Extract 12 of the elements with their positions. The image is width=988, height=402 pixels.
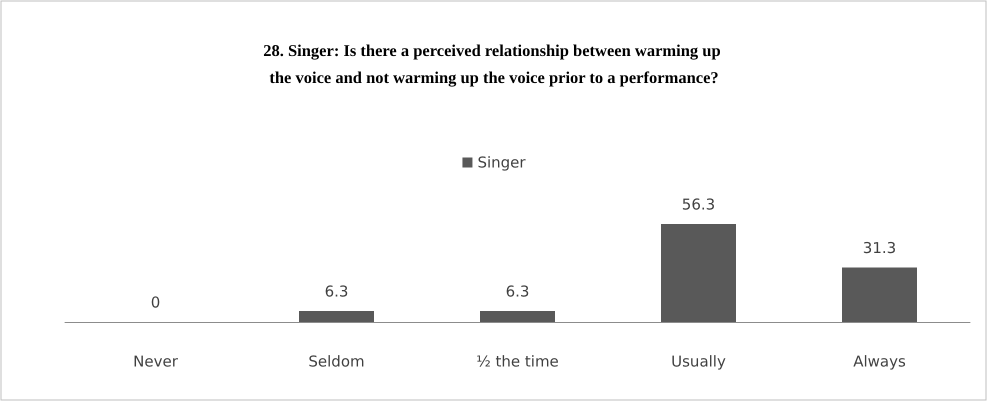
chart-title: 28. Singer: Is there a perceived relationship between warming up the voice and not warming up the voice prior to a performance? (263, 41, 725, 87)
x-tick-label: Always (853, 352, 906, 370)
x-tick-label: Never (133, 352, 179, 370)
x-tick-label: ½ the time (476, 352, 559, 370)
legend-label: Singer (477, 154, 526, 172)
data-label: 31.3 (862, 239, 896, 258)
data-label: 0 (150, 294, 160, 312)
x-tick-label: Seldom (308, 352, 365, 370)
data-label: 6.3 (324, 282, 348, 301)
x-tick-label: Usually (671, 352, 726, 370)
data-label: 6.3 (506, 282, 530, 301)
data-label: 56.3 (682, 196, 716, 214)
